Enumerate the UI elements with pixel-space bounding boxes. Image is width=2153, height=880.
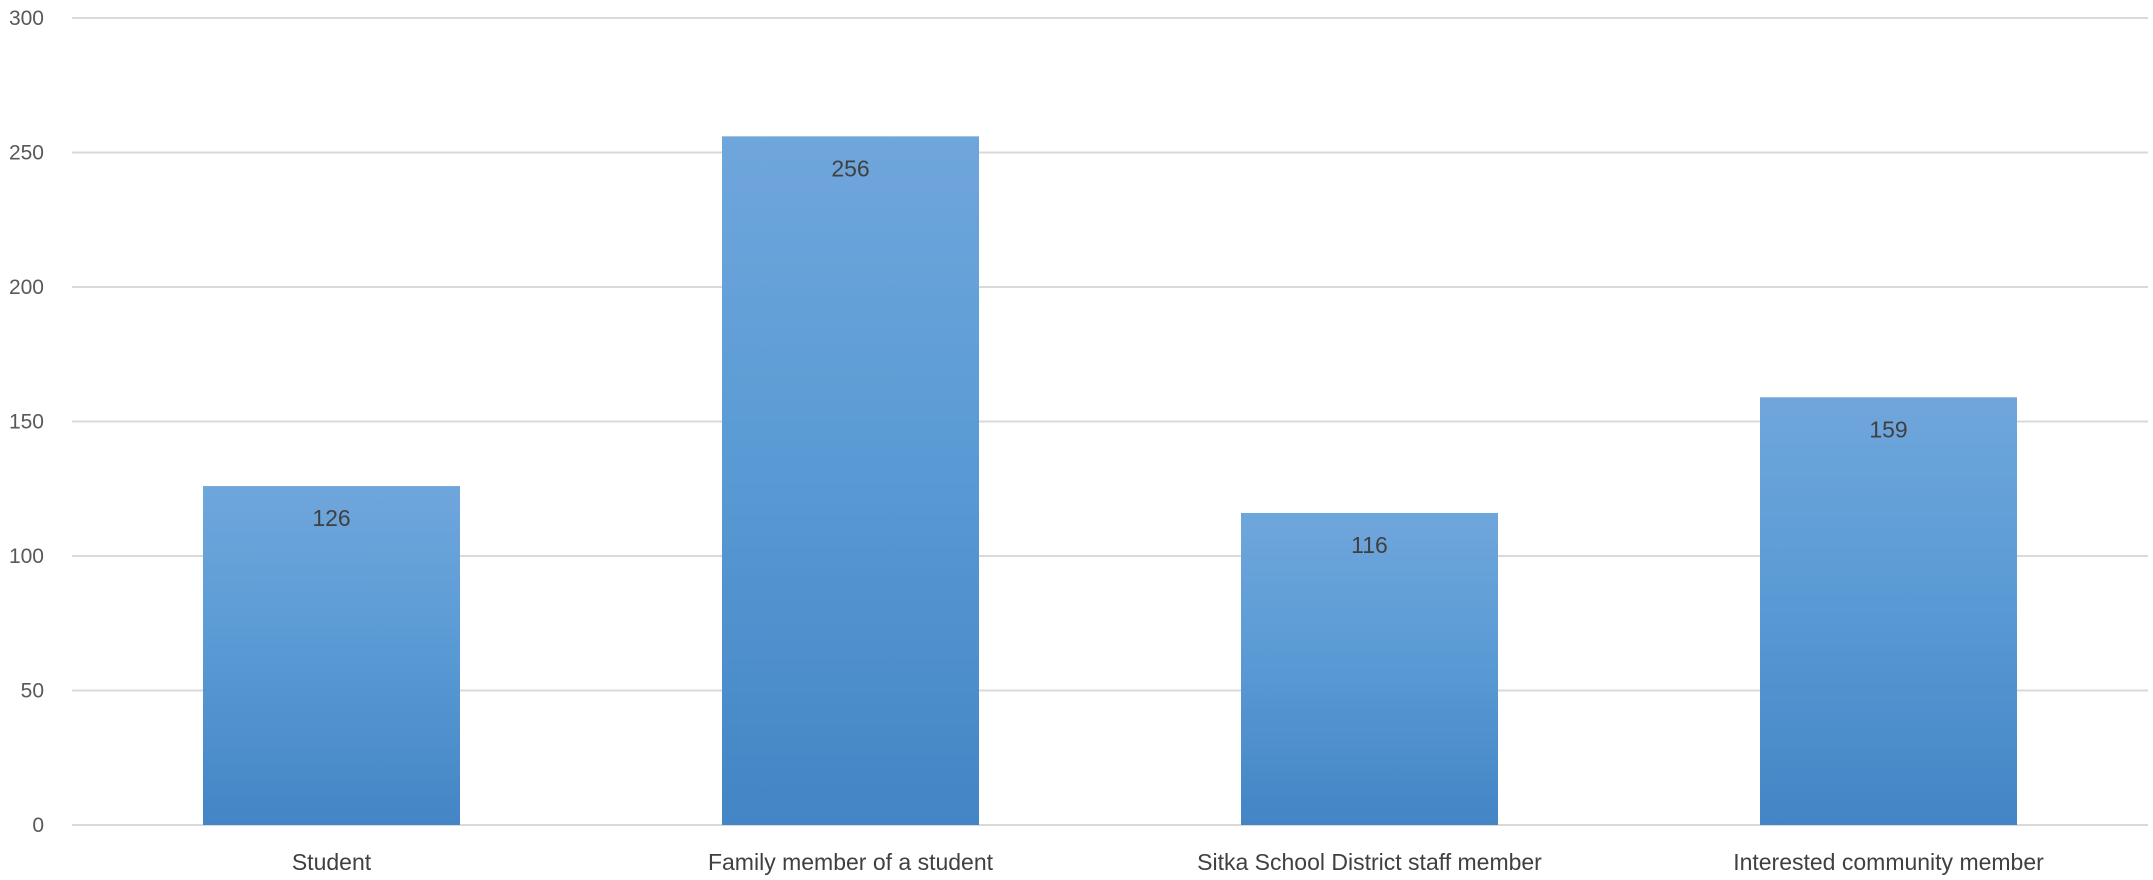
y-tick-label: 0 <box>32 814 44 837</box>
y-axis-tick-labels: 0 50 100 150 200 250 300 <box>9 7 44 837</box>
data-label: 159 <box>1869 416 1907 442</box>
bar <box>722 136 979 826</box>
category-label: Student <box>292 849 372 875</box>
bar <box>203 486 460 825</box>
category-label: Family member of a student <box>708 849 994 875</box>
category-labels: Student Family member of a student Sitka S… <box>292 849 2044 875</box>
y-tick-label: 100 <box>9 545 44 568</box>
y-tick-label: 200 <box>9 276 44 299</box>
y-tick-label: 50 <box>21 680 44 703</box>
data-labels: 126 256 116 159 <box>312 155 1907 558</box>
category-label: Sitka School District staff member <box>1197 849 1542 875</box>
data-label: 256 <box>831 155 869 181</box>
bar <box>1241 512 1498 825</box>
bars <box>203 136 2017 826</box>
data-label: 126 <box>312 505 350 531</box>
category-label: Interested community member <box>1733 849 2044 875</box>
y-tick-label: 250 <box>9 142 44 165</box>
y-tick-label: 300 <box>9 7 44 30</box>
y-tick-label: 150 <box>9 411 44 434</box>
bar <box>1760 397 2017 825</box>
data-label: 116 <box>1351 532 1388 558</box>
